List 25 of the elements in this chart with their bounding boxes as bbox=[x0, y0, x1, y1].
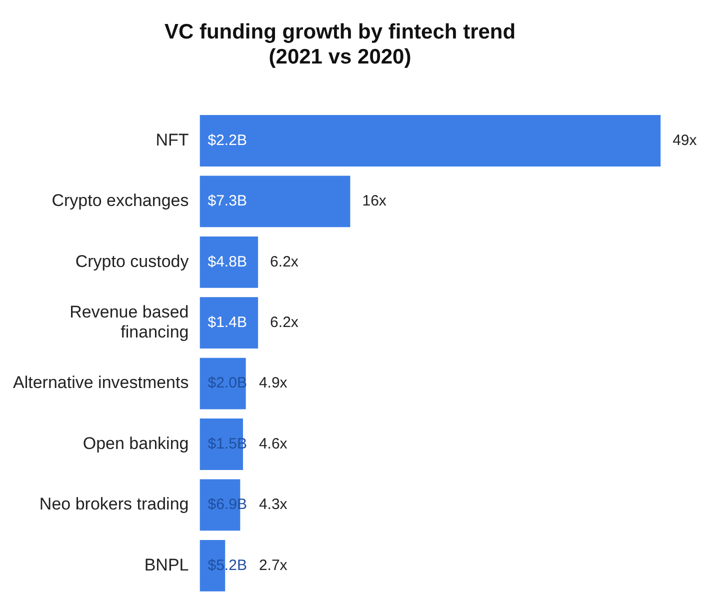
data-label: 6.2x bbox=[270, 253, 299, 270]
data-label: 4.6x bbox=[258, 435, 288, 452]
y-tick-label: Alternative investments bbox=[12, 373, 189, 392]
annotation: $2.2B bbox=[208, 132, 247, 149]
bar bbox=[200, 236, 258, 288]
annotation: $4.8B bbox=[208, 253, 247, 270]
data-label: 6.2x bbox=[270, 314, 299, 331]
data-label: 4.9x bbox=[258, 374, 288, 392]
y-tick-label: Open banking bbox=[82, 434, 189, 453]
annotation: $7.3B bbox=[208, 192, 247, 210]
data-label: 49x bbox=[672, 132, 698, 149]
bar bbox=[200, 115, 661, 166]
y-tick-label: Crypto custody bbox=[75, 252, 190, 271]
data-label: 16x bbox=[362, 192, 387, 210]
y-tick-label: NFT bbox=[156, 130, 189, 150]
y-tick-label: BNPL bbox=[144, 555, 189, 574]
data-label: 2.7x bbox=[258, 556, 288, 574]
bar bbox=[200, 297, 258, 349]
bar bbox=[200, 176, 350, 228]
annotation: $1.4B bbox=[208, 314, 247, 331]
data-label: 4.3x bbox=[258, 496, 288, 514]
y-tick-label: Revenue based financing bbox=[70, 302, 189, 342]
chart-title: VC funding growth by fintech trend (2021 vs 2020) bbox=[164, 20, 516, 69]
y-tick-label: Crypto exchanges bbox=[52, 191, 189, 210]
y-tick-label: Neo brokers trading bbox=[39, 494, 189, 514]
